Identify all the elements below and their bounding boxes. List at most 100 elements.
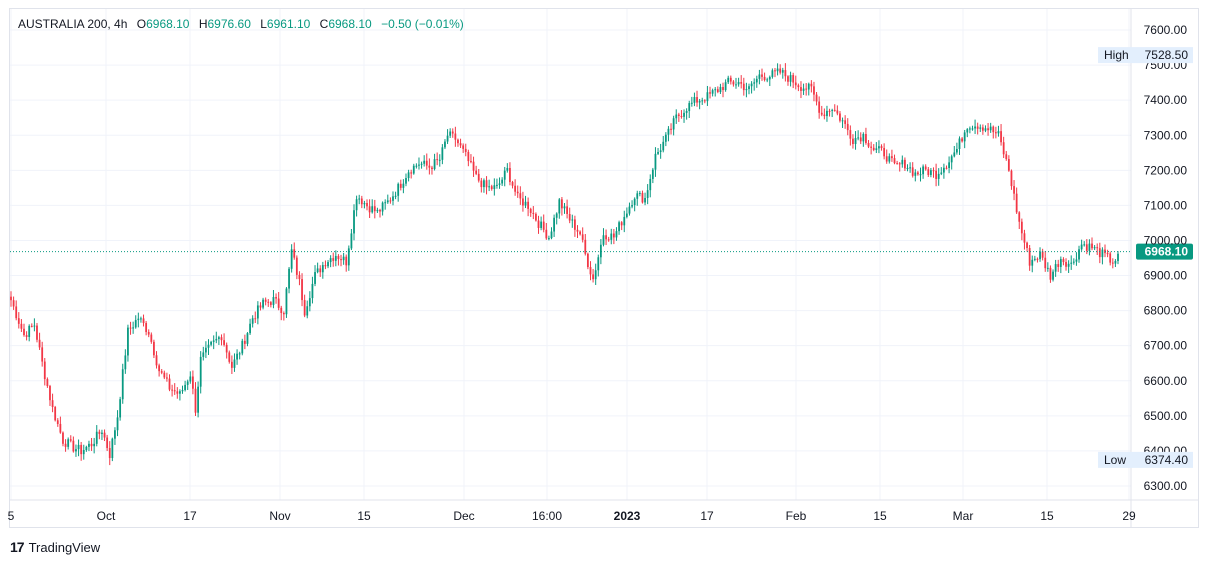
candle-body bbox=[95, 431, 98, 444]
candle bbox=[80, 441, 83, 461]
candle-body bbox=[953, 152, 956, 157]
candle-body bbox=[672, 118, 675, 130]
candle bbox=[371, 199, 374, 214]
candle bbox=[1015, 187, 1018, 214]
candle bbox=[870, 141, 873, 155]
candle bbox=[1005, 151, 1008, 161]
candle bbox=[1033, 255, 1036, 262]
candle-body bbox=[698, 100, 701, 103]
candle-body bbox=[462, 145, 465, 149]
y-tick-label: 7000.00 bbox=[1144, 233, 1188, 247]
candle bbox=[719, 83, 722, 94]
candle-body bbox=[958, 138, 961, 149]
candle bbox=[506, 163, 509, 173]
candle bbox=[657, 148, 659, 156]
candle-body bbox=[1080, 244, 1083, 250]
candle bbox=[514, 179, 517, 196]
candle-body bbox=[787, 76, 789, 82]
candle bbox=[540, 216, 543, 231]
candle-body bbox=[288, 268, 290, 289]
candle bbox=[610, 228, 613, 245]
candle-body bbox=[948, 162, 950, 168]
candle bbox=[1052, 269, 1054, 282]
candle-body bbox=[550, 231, 553, 239]
candle bbox=[927, 167, 930, 177]
candle-body bbox=[833, 109, 836, 111]
candle bbox=[381, 201, 384, 216]
x-tick-label: 29 bbox=[1122, 509, 1136, 523]
candle bbox=[498, 177, 501, 189]
candle-body bbox=[857, 137, 860, 139]
candle-body bbox=[301, 279, 303, 301]
candle bbox=[919, 167, 922, 182]
candle-body bbox=[303, 300, 306, 316]
candle-body bbox=[768, 76, 771, 80]
candle bbox=[186, 379, 189, 390]
candle bbox=[724, 79, 727, 92]
candle bbox=[308, 291, 311, 312]
candle-body bbox=[179, 391, 181, 394]
candle bbox=[955, 142, 958, 155]
candle bbox=[997, 125, 1000, 137]
candle bbox=[329, 255, 332, 268]
candle bbox=[711, 88, 714, 97]
candle-body bbox=[475, 170, 478, 174]
candle-body bbox=[280, 307, 283, 313]
candle bbox=[358, 194, 361, 205]
candle bbox=[428, 158, 431, 175]
candle-body bbox=[10, 296, 12, 301]
candle bbox=[1065, 258, 1067, 271]
candle-body bbox=[423, 160, 426, 164]
candle-body bbox=[1106, 253, 1109, 255]
candle-body bbox=[924, 166, 927, 170]
candle bbox=[1111, 258, 1114, 269]
candle bbox=[561, 197, 563, 216]
candle-body bbox=[1046, 267, 1049, 269]
candle-body bbox=[693, 97, 696, 103]
candle bbox=[932, 167, 935, 178]
candle-body bbox=[163, 372, 166, 378]
candle-body bbox=[675, 114, 678, 119]
candle-body bbox=[563, 206, 566, 209]
candle-body bbox=[592, 274, 594, 280]
candle bbox=[251, 315, 254, 328]
candle bbox=[275, 293, 277, 304]
candle-body bbox=[212, 340, 215, 342]
branding[interactable]: 17 TradingView bbox=[10, 539, 100, 555]
candle-body bbox=[1072, 261, 1075, 263]
candle bbox=[680, 110, 683, 119]
candle bbox=[75, 444, 77, 457]
candle bbox=[254, 311, 257, 323]
candle bbox=[85, 445, 88, 452]
candle bbox=[20, 319, 23, 332]
candle bbox=[735, 77, 737, 89]
candle-body bbox=[535, 213, 537, 221]
candle-body bbox=[103, 432, 106, 438]
candle-body bbox=[696, 97, 698, 103]
candle bbox=[568, 207, 571, 224]
candle-body bbox=[220, 337, 223, 341]
candle-body bbox=[485, 180, 488, 188]
candle bbox=[407, 169, 410, 182]
candle bbox=[542, 214, 545, 233]
candle-body bbox=[358, 198, 361, 200]
candle-body bbox=[88, 443, 90, 447]
candle-body bbox=[670, 128, 672, 130]
candle-body bbox=[561, 199, 563, 209]
candle bbox=[709, 86, 711, 99]
candle bbox=[210, 340, 212, 347]
candle-body bbox=[199, 356, 202, 387]
candle bbox=[347, 245, 350, 271]
candle-body bbox=[379, 209, 381, 212]
candle bbox=[974, 119, 976, 134]
candle-body bbox=[285, 288, 288, 315]
candle bbox=[753, 78, 756, 91]
candle bbox=[670, 123, 672, 135]
candle bbox=[654, 147, 657, 177]
candle-body bbox=[259, 305, 262, 308]
candle bbox=[25, 331, 28, 341]
last-price-badge bbox=[1136, 243, 1193, 260]
candle-body bbox=[386, 200, 389, 203]
candle-body bbox=[1010, 170, 1013, 187]
